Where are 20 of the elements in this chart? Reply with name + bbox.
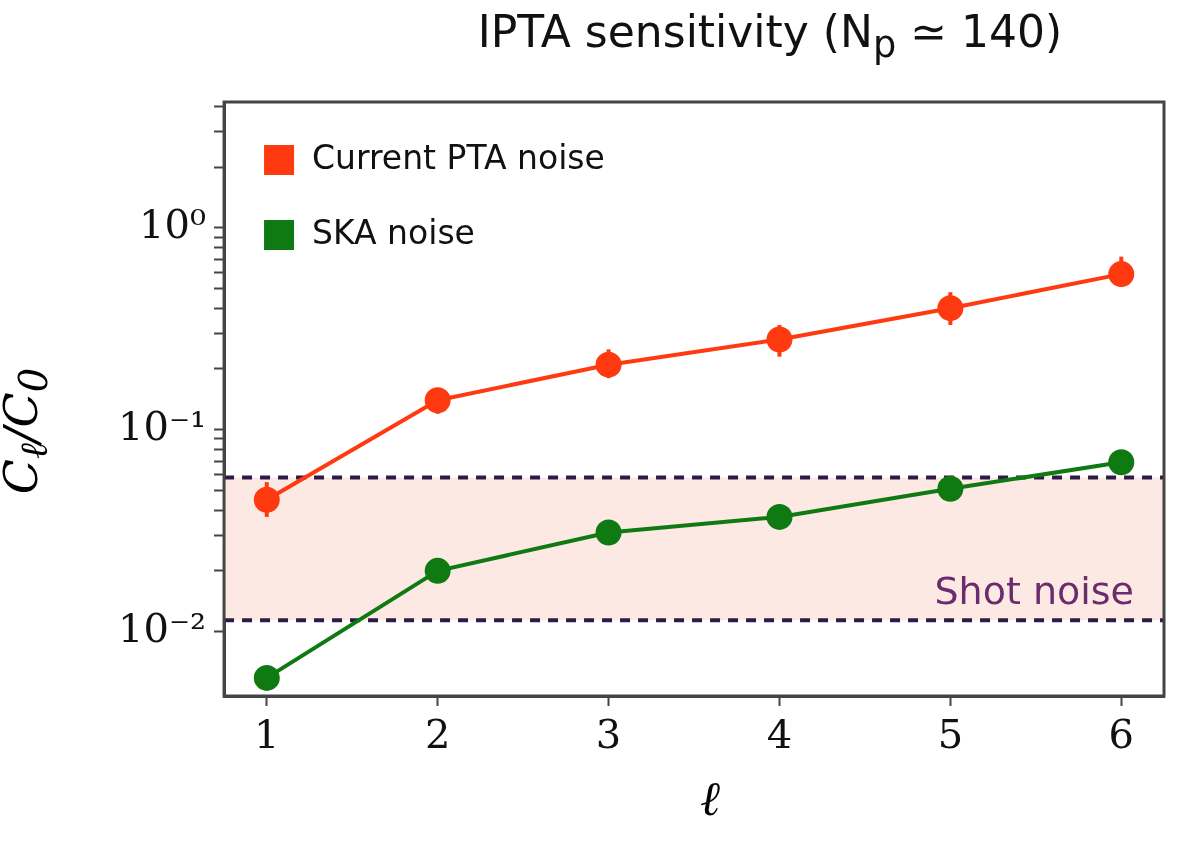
- y-tick-label: 10⁻²: [118, 605, 207, 652]
- y-tick-label: 10⁰: [139, 201, 207, 248]
- point: [937, 475, 964, 502]
- x-tick-label: 1: [254, 711, 280, 758]
- x-axis-title: ℓ: [700, 770, 720, 826]
- legend-label: SKA noise: [312, 212, 475, 252]
- chart-title: IPTA sensitivity (N$_{p}$ ≃ 140): [476, 6, 1064, 66]
- x-tick-label: 6: [1108, 711, 1134, 758]
- band-label: Shot noise: [934, 569, 1134, 614]
- legend-label: Current PTA noise: [312, 137, 605, 177]
- point: [595, 519, 622, 546]
- point: [253, 664, 280, 691]
- point: [1108, 449, 1135, 476]
- x-tick-label: 5: [937, 711, 964, 758]
- point: [424, 557, 451, 584]
- x-tick-label: 2: [424, 711, 451, 758]
- y-tick-label: 10⁻¹: [118, 403, 207, 450]
- point: [766, 503, 793, 530]
- x-tick-label: 4: [766, 711, 793, 758]
- x-tick-label: 3: [595, 711, 622, 758]
